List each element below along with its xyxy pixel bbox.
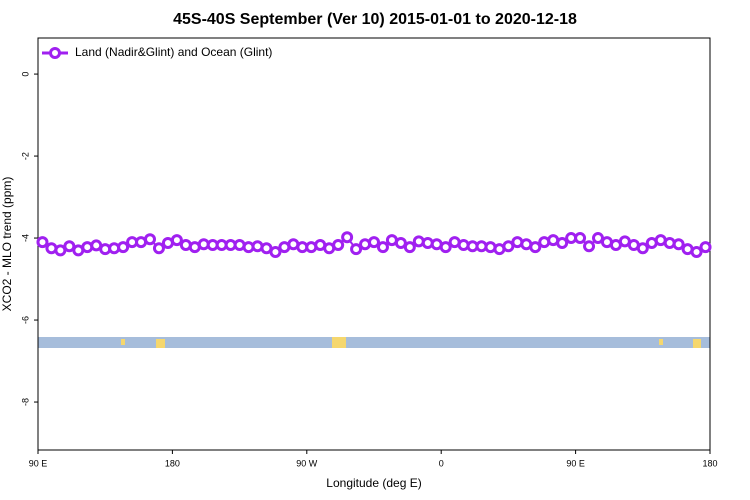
data-point (574, 232, 587, 245)
data-point (152, 242, 165, 255)
x-tick-label: 90 E (566, 458, 585, 468)
x-tick-label: 90 E (29, 458, 48, 468)
legend-label: Land (Nadir&Glint) and Ocean (Glint) (75, 45, 272, 59)
data-point (412, 235, 425, 248)
data-point (269, 245, 282, 258)
data-point (502, 240, 515, 253)
data-point (672, 238, 685, 251)
data-point (439, 241, 452, 254)
y-tick-label: 0 (20, 72, 30, 77)
y-tick-label: -6 (20, 316, 30, 324)
data-point (54, 244, 67, 257)
data-point (36, 236, 49, 249)
data-point (350, 243, 363, 256)
x-tick-label: 0 (439, 458, 444, 468)
y-tick-label: -2 (20, 152, 30, 160)
land-mask (38, 337, 710, 348)
x-tick-label: 90 W (296, 458, 318, 468)
chart-title: 45S-40S September (Ver 10) 2015-01-01 to… (173, 11, 577, 28)
data-point (583, 240, 596, 253)
data-point (368, 236, 380, 249)
y-axis-label: XCO2 - MLO trend (ppm) (0, 177, 14, 312)
data-point (690, 245, 703, 258)
legend-marker (49, 47, 61, 59)
ocean-strip (38, 337, 710, 348)
data-point (341, 231, 354, 244)
data-point (636, 242, 649, 255)
y-tick-label: -4 (20, 234, 30, 242)
data-point (117, 241, 130, 254)
data-point (170, 234, 183, 247)
data-point (592, 232, 604, 245)
data-point (81, 241, 94, 254)
x-tick-label: 180 (702, 458, 717, 468)
land-patch (659, 339, 663, 345)
data-point (556, 236, 569, 249)
land-patch (332, 337, 346, 348)
data-point (529, 241, 542, 254)
land-patch (156, 339, 165, 348)
land-patch (693, 339, 701, 348)
data-point (394, 236, 407, 249)
data-point (403, 241, 416, 254)
data-point (376, 241, 389, 254)
x-tick-label: 180 (165, 458, 180, 468)
data-point (699, 241, 712, 254)
data-point (144, 233, 156, 246)
x-axis-label: Longitude (deg E) (326, 476, 421, 490)
y-tick-label: -8 (20, 398, 30, 406)
data-point (332, 239, 345, 252)
land-patch (121, 339, 125, 345)
data-point (63, 240, 76, 253)
